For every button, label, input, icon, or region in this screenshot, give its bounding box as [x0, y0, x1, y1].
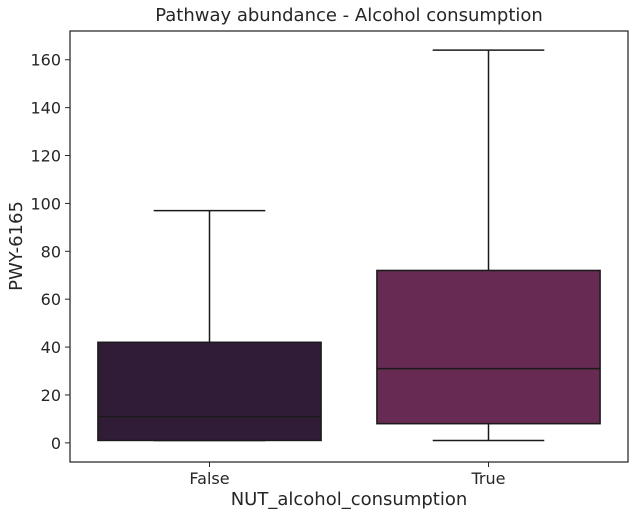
box-true: [376, 49, 601, 442]
y-tick-label: 20: [41, 386, 61, 405]
y-axis-label: PWY-6165: [6, 201, 27, 291]
x-axis-label: NUT_alcohol_consumption: [231, 489, 468, 510]
boxes-layer: [97, 49, 601, 442]
y-tick-label: 80: [41, 242, 61, 261]
box-body: [376, 269, 601, 425]
x-axis-ticks: False True: [189, 462, 505, 488]
y-axis-ticks: 0 20 40 60 80 100 120 140 160: [30, 51, 70, 453]
y-tick-label: 0: [51, 434, 61, 453]
plot-area: [69, 30, 629, 463]
x-tick-label: False: [189, 469, 229, 488]
y-tick-label: 60: [41, 290, 61, 309]
box-false: [97, 209, 322, 442]
plot-frame: [69, 30, 629, 463]
box-body: [97, 341, 322, 442]
y-tick-label: 160: [30, 51, 61, 70]
y-tick-label: 100: [30, 194, 61, 213]
y-tick-label: 140: [30, 99, 61, 118]
y-tick-label: 40: [41, 338, 61, 357]
x-tick-label: True: [471, 469, 506, 488]
y-tick-label: 120: [30, 147, 61, 166]
chart-title: Pathway abundance - Alcohol consumption: [155, 5, 543, 26]
